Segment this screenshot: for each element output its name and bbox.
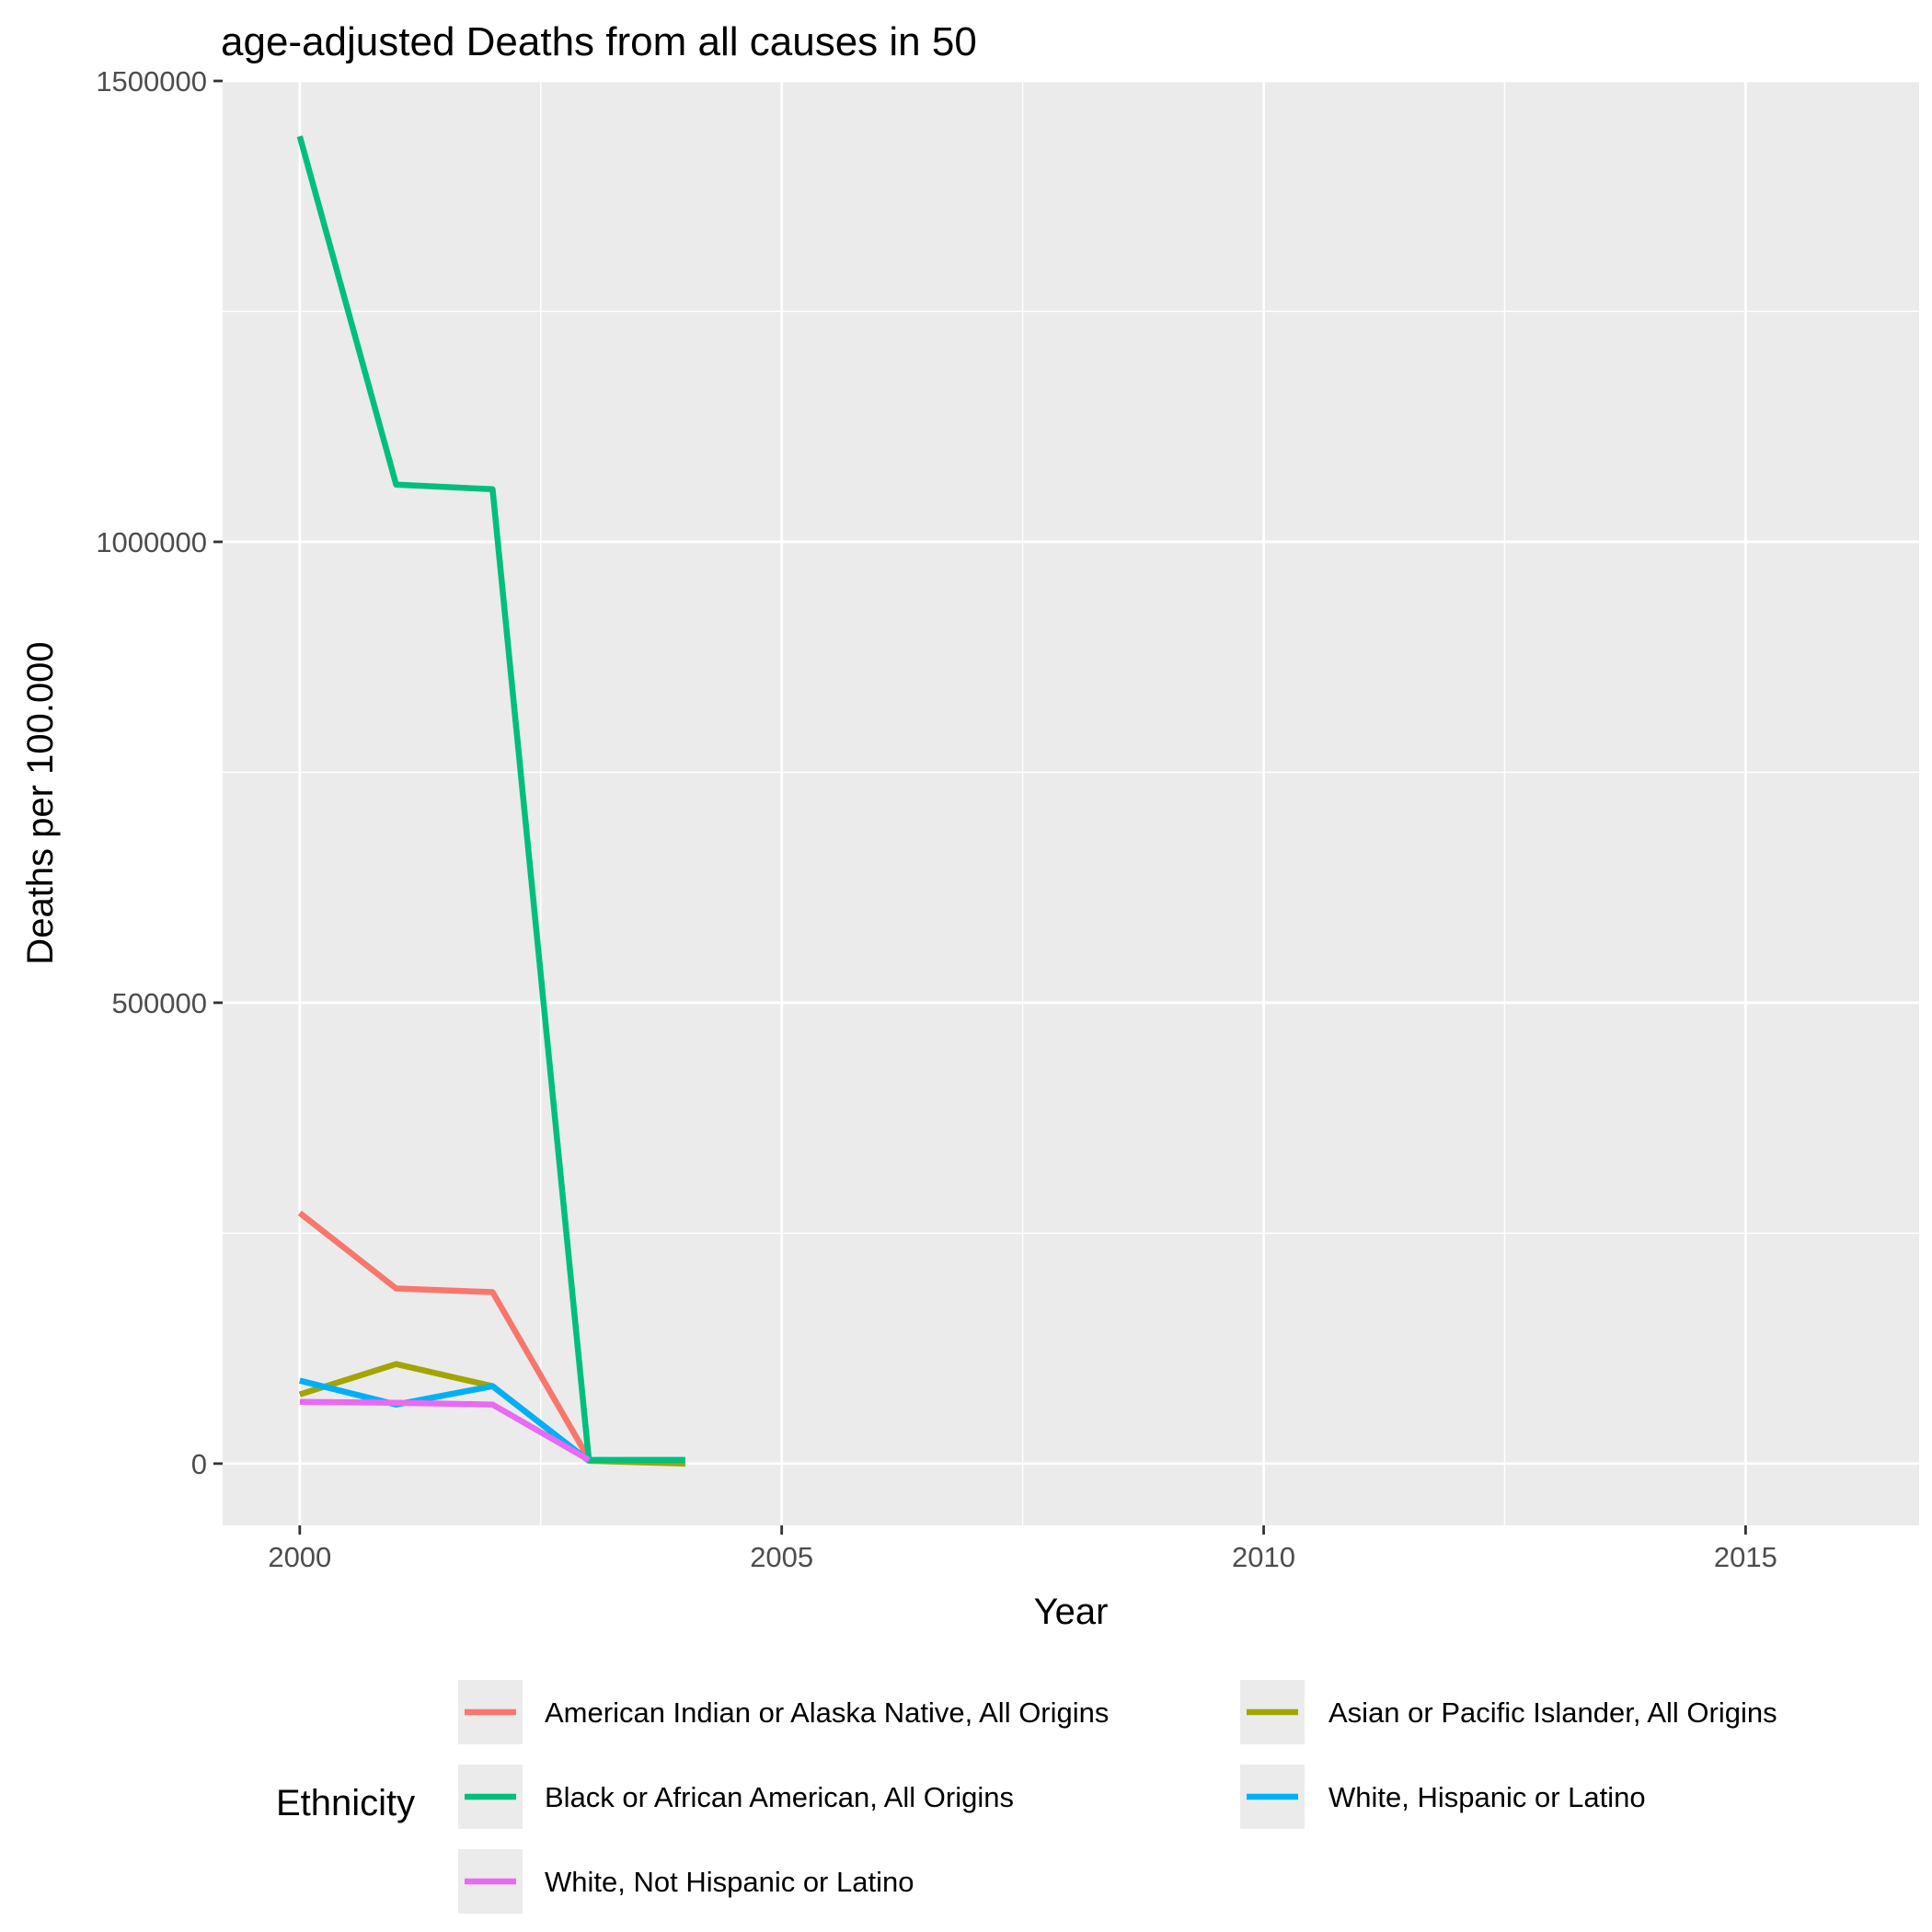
legend-title: Ethnicity: [276, 1783, 415, 1823]
legend-label-black: Black or African American, All Origins: [545, 1781, 1014, 1813]
axis-ticks: 2000 2005 2010 2015 0 500000 1000000 1500000: [96, 65, 1777, 1573]
plot-panel: [223, 81, 1919, 1525]
legend-item-white-hispanic: White, Hispanic or Latino: [1240, 1765, 1646, 1829]
x-tick-label: 2000: [268, 1541, 331, 1573]
legend-label-white-hispanic: White, Hispanic or Latino: [1328, 1781, 1646, 1813]
series-lines: [296, 135, 685, 1467]
legend-label-white-not-hispanic: White, Not Hispanic or Latino: [545, 1866, 914, 1898]
series-line-black-or-african-american-all-origins: [296, 135, 685, 1464]
minor-gridlines: [223, 81, 1919, 1525]
legend: Ethnicity American Indian or Alaska Nati…: [276, 1680, 1777, 1914]
legend-item-american-indian: American Indian or Alaska Native, All Or…: [458, 1680, 1109, 1744]
series-line-american-indian-or-alaska-native-all-origins: [297, 1210, 592, 1461]
x-tick-label: 2005: [750, 1541, 813, 1573]
x-tick-label: 2010: [1232, 1541, 1295, 1573]
y-axis-title: Deaths per 100.000: [20, 641, 61, 964]
y-tick-label: 0: [191, 1448, 207, 1480]
y-tick-label: 1500000: [96, 65, 207, 98]
legend-item-asian: Asian or Pacific Islander, All Origins: [1240, 1680, 1777, 1744]
legend-item-black: Black or African American, All Origins: [458, 1765, 1014, 1829]
y-tick-label: 1000000: [96, 526, 207, 558]
x-axis-title: Year: [1034, 1592, 1109, 1632]
series-line-white-hispanic-or-latino: [299, 1377, 592, 1464]
legend-label-american-indian: American Indian or Alaska Native, All Or…: [545, 1696, 1109, 1729]
x-tick-label: 2015: [1714, 1541, 1777, 1573]
major-gridlines: [223, 79, 1919, 1525]
y-tick-label: 500000: [112, 987, 207, 1019]
series-line-white-not-hispanic-or-latino: [299, 1398, 591, 1463]
legend-label-asian: Asian or Pacific Islander, All Origins: [1328, 1696, 1777, 1729]
legend-item-white-not-hispanic: White, Not Hispanic or Latino: [458, 1849, 914, 1914]
chart-title: age-adjusted Deaths from all causes in 5…: [221, 19, 977, 64]
